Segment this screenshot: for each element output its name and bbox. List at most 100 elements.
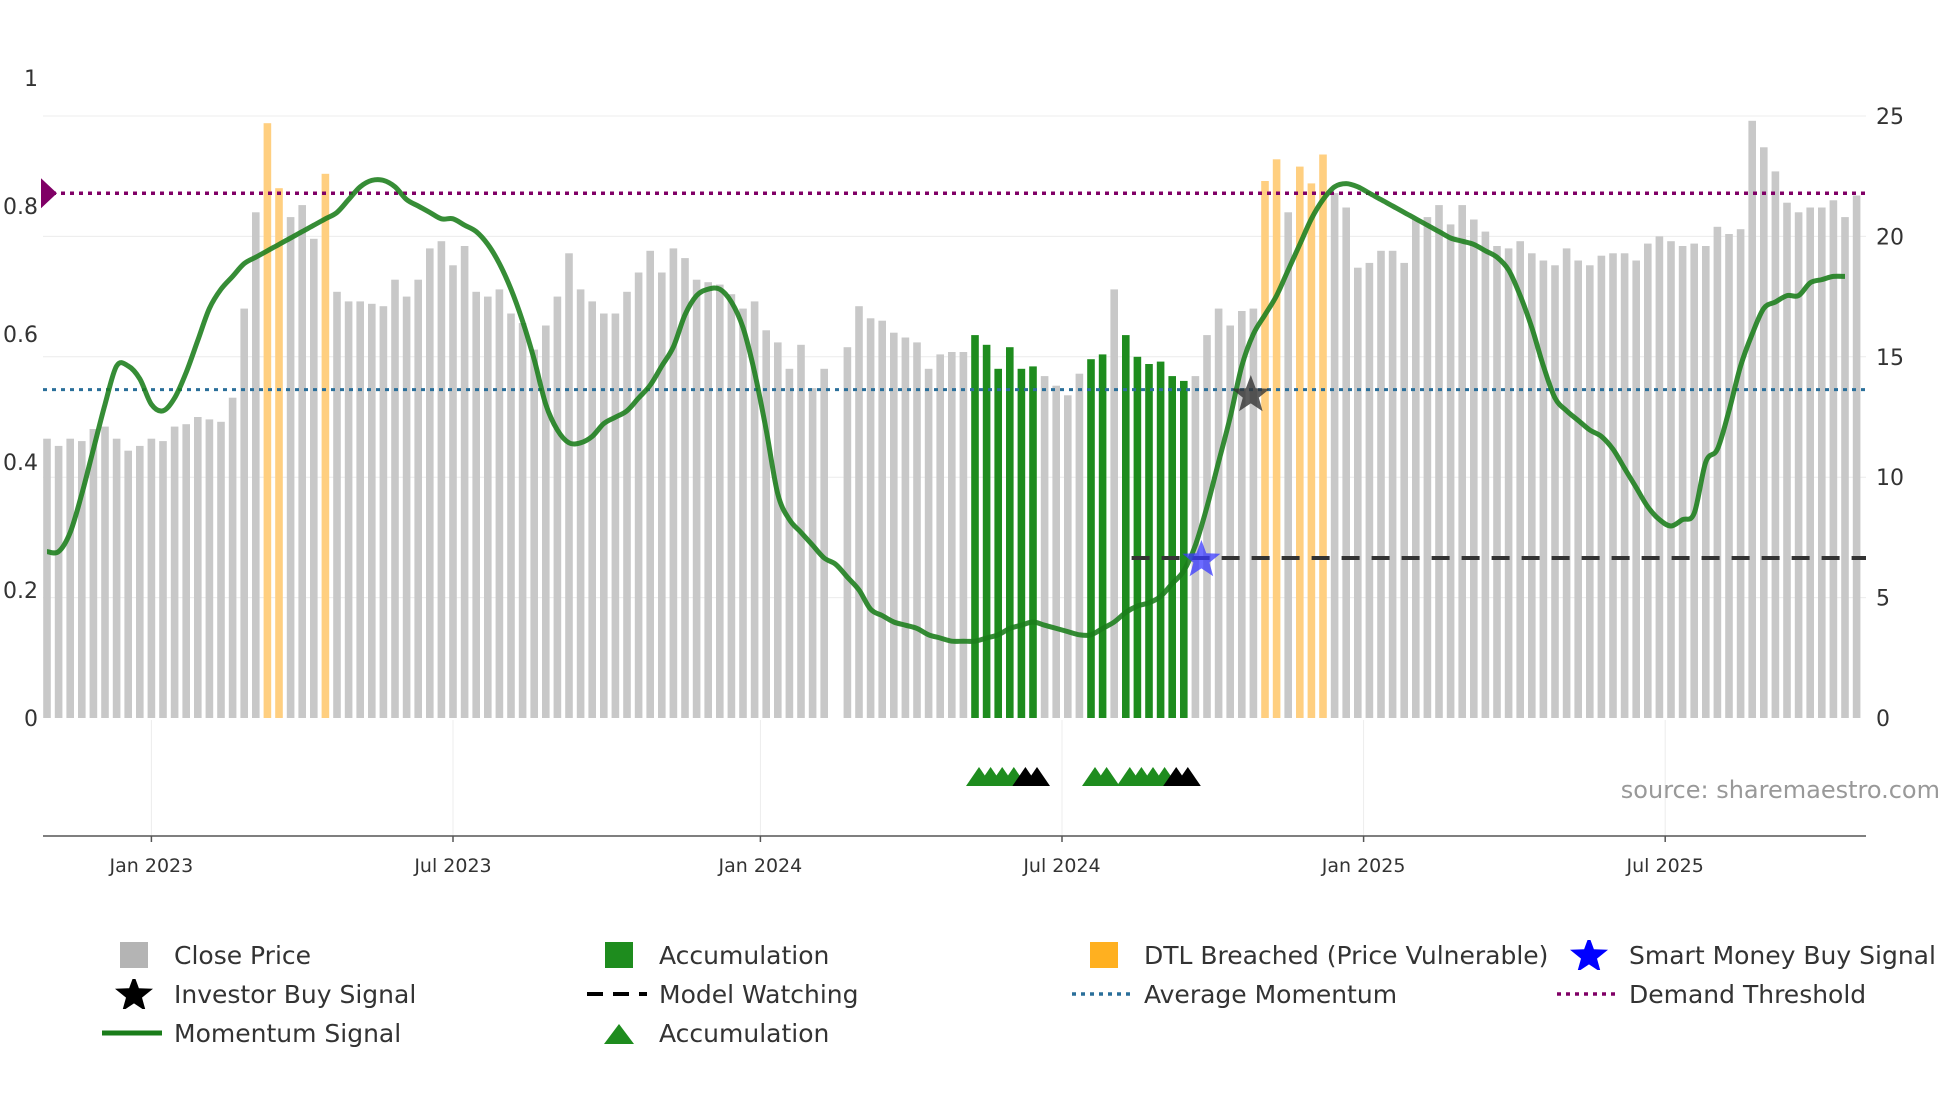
close-price-bar (54, 445, 63, 718)
dtl-breached-bar (321, 173, 330, 719)
close-price-bar (1667, 241, 1675, 718)
accumulation-triangle (1093, 767, 1120, 786)
right-tick-label: 20 (1876, 225, 1904, 250)
close-price-bar (43, 438, 51, 718)
close-price-bar (414, 279, 422, 718)
right-tick-label: 10 (1876, 466, 1904, 491)
accumulation-triangle (1024, 767, 1050, 786)
close-price-bar (1713, 226, 1722, 719)
close-price-bar (1354, 267, 1362, 718)
close-price-bar (124, 450, 132, 718)
close-price-bar (217, 421, 225, 718)
close-price-bar (402, 296, 411, 718)
close-price-bar (391, 279, 399, 718)
dtl-breached-bar (1272, 159, 1281, 719)
close-price-bar (936, 354, 944, 718)
right-tick-label: 0 (1876, 707, 1890, 732)
close-price-bar (1760, 147, 1768, 719)
close-price-bar (1609, 253, 1617, 719)
accumulation-bar (1156, 361, 1165, 718)
close-price-bar (1365, 262, 1374, 718)
close-price-bar (194, 417, 202, 718)
close-price-bar (1249, 308, 1258, 718)
close-price-bar (576, 289, 585, 718)
close-price-bar (437, 241, 446, 718)
close-price-bar (1620, 253, 1629, 719)
dtl-breached-bar (1296, 166, 1304, 719)
momentum-signal-line (46, 177, 1846, 644)
close-price-bar (1748, 120, 1756, 719)
close-price-bar (565, 253, 573, 719)
right-tick-label: 5 (1876, 587, 1890, 612)
close-price-bar (1412, 219, 1420, 718)
close-price-bar (750, 301, 759, 718)
close-price-bar (1725, 234, 1733, 718)
close-price-bar (1771, 171, 1780, 718)
close-price-bar (1690, 243, 1698, 718)
close-price-bar (948, 352, 956, 718)
close-price-bar (1794, 212, 1803, 719)
close-price-bar (1504, 248, 1513, 718)
left-tick-label: 1 (24, 67, 38, 92)
close-price-bar (286, 217, 295, 718)
dtl-breached-bar (1307, 183, 1316, 718)
accumulation-bar (1087, 359, 1095, 718)
x-tick-label: Jan 2023 (109, 855, 194, 877)
close-price-bar (1783, 202, 1791, 718)
left-tick-label: 0.6 (3, 323, 38, 348)
close-price-bar (855, 306, 863, 718)
accumulation-bar (1029, 366, 1037, 718)
close-price-bar (1040, 376, 1049, 718)
accumulation-bar (971, 335, 979, 718)
close-price-bar (1446, 224, 1455, 718)
close-price-bar (1528, 253, 1536, 719)
close-price-bar (89, 429, 98, 718)
close-price-bar (147, 438, 156, 718)
x-tick-label: Jul 2025 (1626, 855, 1704, 877)
close-price-bar (426, 248, 434, 718)
close-price-bar (1400, 262, 1408, 718)
accumulation-bar (1006, 347, 1014, 718)
close-price-bar (1586, 265, 1594, 718)
close-price-bar (820, 368, 828, 718)
close-price-bar (1075, 373, 1084, 718)
close-price-bar (727, 294, 736, 718)
dtl-breached-bar (275, 188, 283, 718)
close-price-bar (1064, 395, 1072, 718)
close-price-bar (1539, 260, 1548, 718)
close-price-bar (646, 250, 654, 719)
close-price-bar (1829, 200, 1838, 719)
close-price-bar (553, 296, 562, 718)
signal-lines (41, 177, 1866, 644)
close-price-bar (66, 438, 74, 718)
close-price-bar (1702, 246, 1710, 718)
right-tick-label: 15 (1876, 346, 1904, 371)
left-tick-label: 0.8 (3, 195, 38, 220)
investor-buy-star (1231, 375, 1270, 412)
close-price-bar (542, 325, 550, 718)
close-price-bar (808, 388, 817, 718)
close-price-bar (1330, 193, 1339, 719)
accumulation-bar (1168, 376, 1176, 718)
close-price-bar (600, 313, 608, 718)
close-price-bar (716, 284, 724, 718)
close-price-bar (333, 291, 341, 718)
close-price-bar (449, 265, 457, 718)
close-price-bar (182, 424, 190, 718)
accumulation-triangle (1174, 767, 1201, 786)
close-price-bar (368, 303, 376, 718)
close-price-bar (669, 248, 678, 718)
close-price-bar (344, 301, 353, 718)
close-price-bar (310, 238, 318, 719)
close-price-bar (774, 342, 782, 718)
close-price-bar (901, 337, 910, 718)
accumulation-bar (1133, 356, 1142, 718)
close-price-bar (101, 426, 109, 718)
left-tick-label: 0 (24, 707, 38, 732)
close-price-bar (692, 279, 701, 718)
close-price-bar (890, 332, 898, 718)
source-credit: source: sharemaestro.com (1620, 776, 1940, 804)
close-price-bar (739, 308, 747, 718)
close-price-bar (1852, 195, 1861, 718)
